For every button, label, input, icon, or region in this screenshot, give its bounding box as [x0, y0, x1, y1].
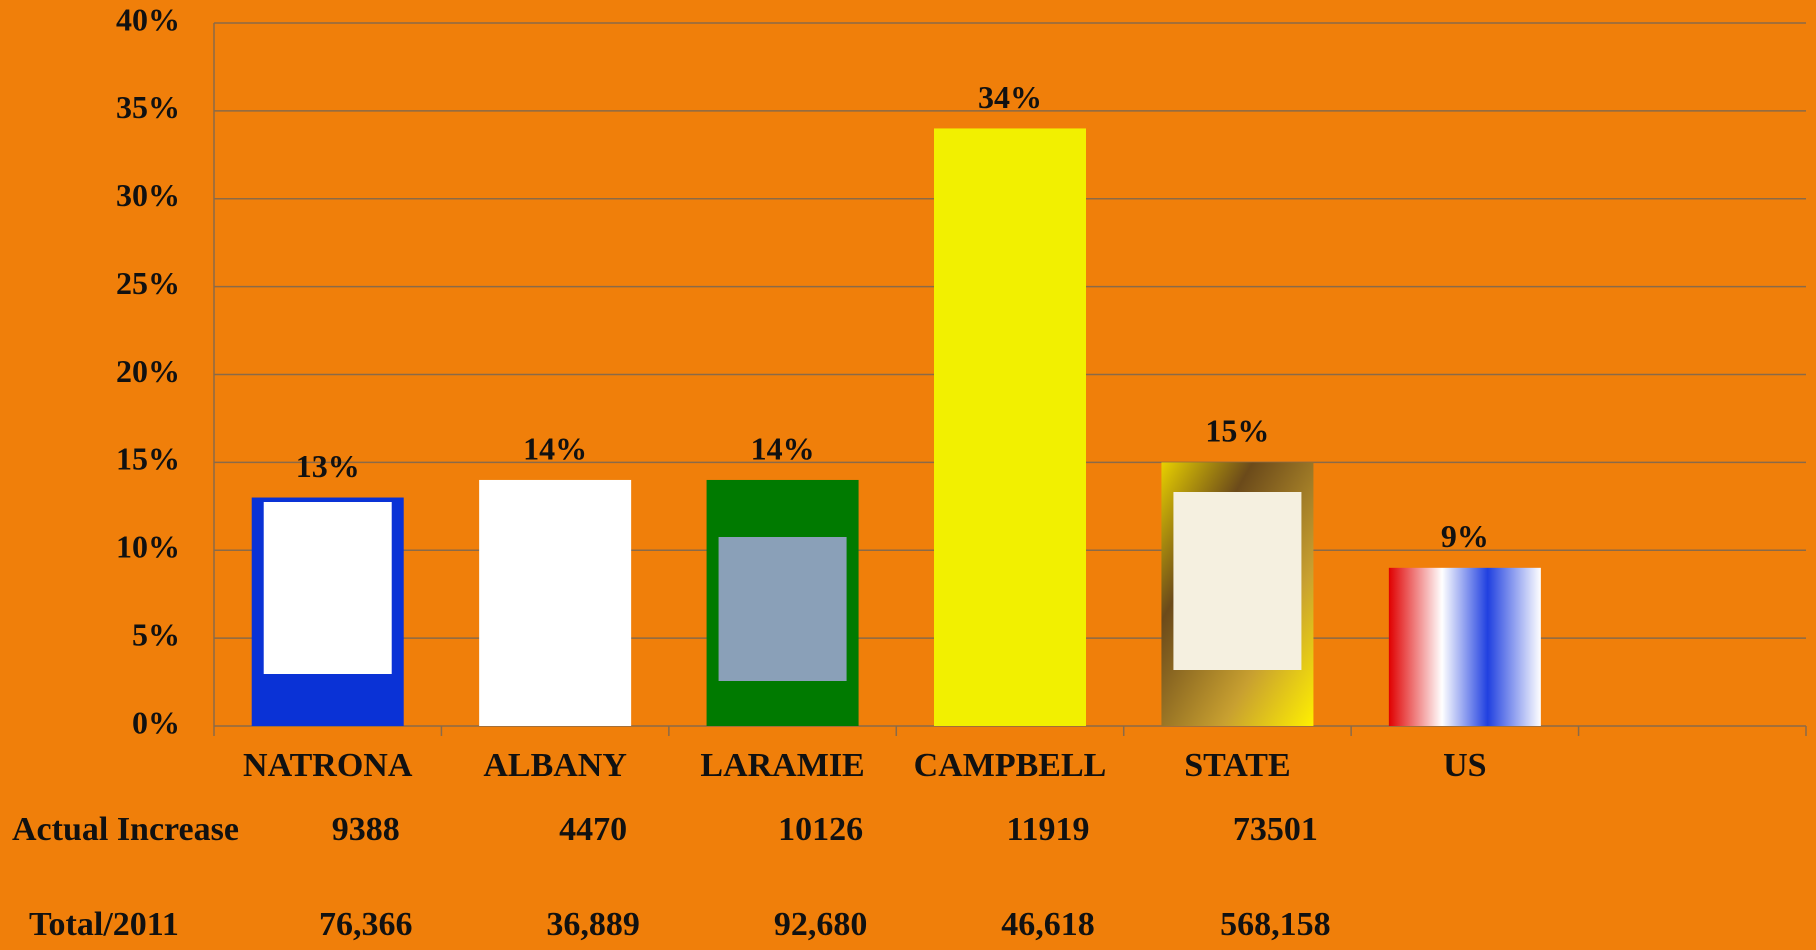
row-label: Actual Increase — [12, 811, 239, 848]
x-tick-label: CAMPBELL — [914, 747, 1107, 784]
y-tick-label: 0% — [132, 704, 180, 740]
x-tick-label: ALBANY — [483, 747, 627, 784]
row-value: 36,889 — [546, 906, 640, 943]
y-tick-label: 35% — [116, 89, 180, 125]
row-value: 11919 — [1006, 811, 1089, 848]
row-value: 73501 — [1233, 811, 1318, 848]
row-value: 9388 — [332, 811, 400, 848]
bar — [1388, 567, 1541, 726]
value-label: 13% — [296, 448, 360, 484]
bar — [479, 479, 632, 726]
value-label: 34% — [978, 79, 1042, 115]
row-value: 4470 — [559, 811, 627, 848]
y-tick-label: 10% — [116, 529, 180, 565]
y-tick-label: 30% — [116, 177, 180, 213]
value-label: 9% — [1441, 518, 1489, 554]
value-label: 15% — [1205, 413, 1269, 449]
x-tick-label: NATRONA — [243, 747, 413, 784]
x-tick-label: LARAMIE — [700, 747, 864, 784]
value-label: 14% — [523, 430, 587, 466]
row-label: Total/2011 — [29, 906, 179, 943]
y-tick-label: 5% — [132, 616, 180, 652]
y-tick-label: 20% — [116, 353, 180, 389]
y-tick-label: 40% — [116, 1, 180, 37]
bar-picture — [263, 502, 392, 674]
value-label: 14% — [751, 430, 815, 466]
y-tick-label: 15% — [116, 441, 180, 477]
row-value: 10126 — [778, 811, 863, 848]
y-tick-label: 25% — [116, 265, 180, 301]
bar — [934, 128, 1086, 726]
row-value: 46,618 — [1001, 906, 1095, 943]
row-value: 568,158 — [1220, 906, 1331, 943]
x-tick-label: US — [1443, 747, 1486, 784]
row-value: 76,366 — [319, 906, 413, 943]
row-value: 92,680 — [774, 906, 868, 943]
x-tick-label: STATE — [1184, 747, 1290, 784]
bar-picture — [1173, 492, 1302, 670]
bar-picture — [718, 537, 847, 681]
